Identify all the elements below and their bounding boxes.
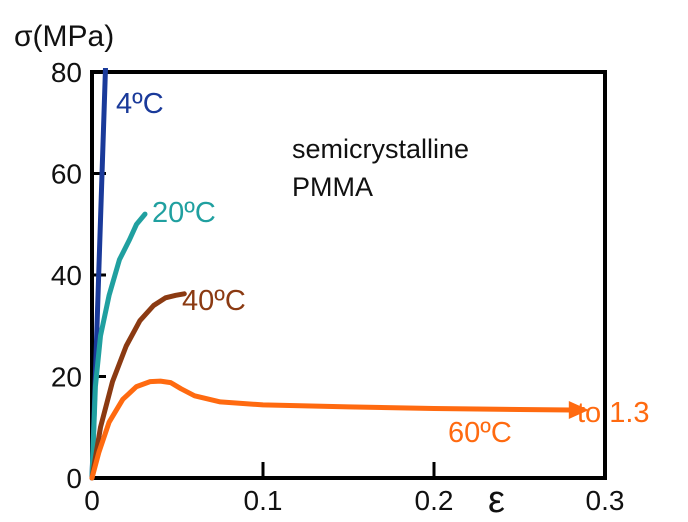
y-axis-title: σ(MPa) xyxy=(14,20,114,53)
series-line-3 xyxy=(89,378,574,481)
x-tick-label: 0 xyxy=(84,485,100,516)
ticks: 0 0.1 0.2 0.3 0 20 40 60 80 xyxy=(51,57,625,516)
series-label-20c: 20ºC xyxy=(152,197,216,229)
x-tick-label: 0.1 xyxy=(244,485,283,516)
curves xyxy=(89,68,589,481)
y-tick-label: 60 xyxy=(51,159,82,190)
series-label-4c: 4ºC xyxy=(116,88,164,120)
arrow-label: to 1.3 xyxy=(577,397,650,429)
series-line-1 xyxy=(89,211,148,481)
y-tick-label: 80 xyxy=(51,57,82,88)
arrow-head xyxy=(568,400,589,419)
x-tick-label: 0.2 xyxy=(415,485,454,516)
x-axis-title: ε xyxy=(488,479,505,521)
annotation-line-2: PMMA xyxy=(292,172,373,202)
series-label-60c: 60ºC xyxy=(448,417,512,449)
series-label-40c: 40ºC xyxy=(182,285,246,317)
annotation-line-1: semicrystalline xyxy=(292,134,469,164)
axes xyxy=(90,70,607,480)
plot-frame xyxy=(90,70,607,480)
y-tick-label: 40 xyxy=(51,260,82,291)
series-line-2 xyxy=(89,291,187,481)
y-tick-label: 20 xyxy=(51,362,82,393)
x-tick-label: 0.3 xyxy=(586,485,625,516)
y-tick-label: 0 xyxy=(66,463,82,494)
